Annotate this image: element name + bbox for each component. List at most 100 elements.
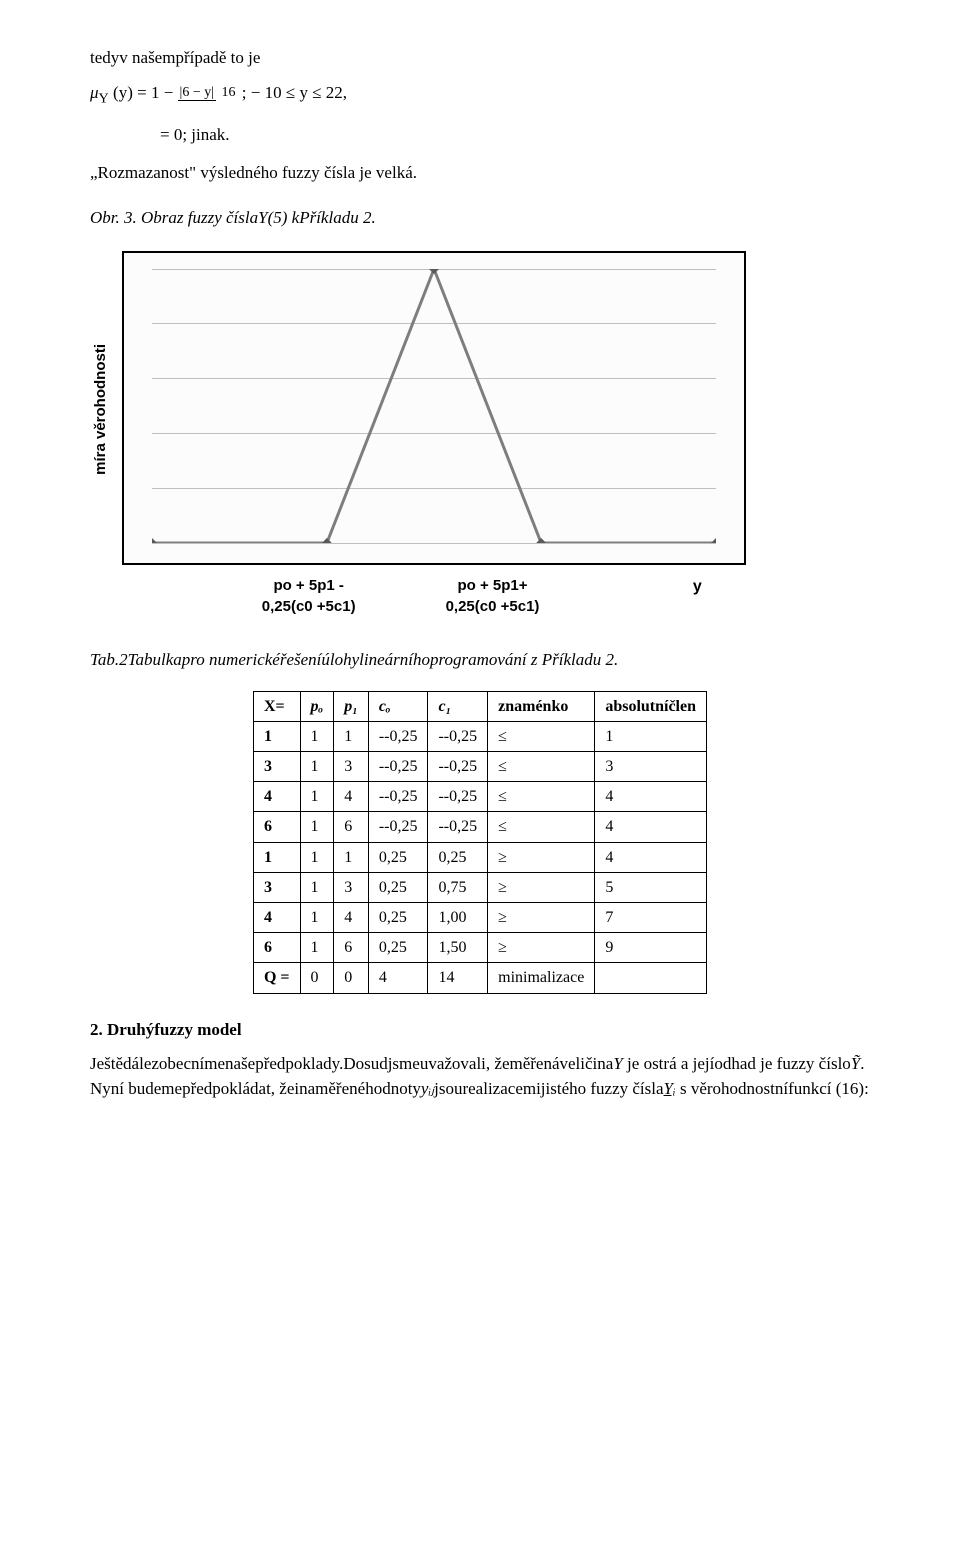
table-cell: 0,25 <box>368 933 428 963</box>
table-cell: 1,00 <box>428 902 488 932</box>
table-cell: --0,25 <box>368 812 428 842</box>
table-body: 111--0,25--0,25≤1313--0,25--0,25≤3414--0… <box>253 721 706 993</box>
table-cell: 1 <box>334 842 369 872</box>
table-col-header: p₁ <box>334 691 369 721</box>
table-cell: 1 <box>595 721 707 751</box>
table-col-header: pₒ <box>300 691 334 721</box>
fp-b: Y <box>613 1054 622 1073</box>
fp-h: Yᵢ <box>664 1079 676 1098</box>
fraction: |6 − y| 16 <box>178 86 238 101</box>
table-cell: 6 <box>253 933 300 963</box>
table-row: Q =00414minimalizace <box>253 963 706 993</box>
table-cell: 4 <box>595 782 707 812</box>
fp-f: yᵢⱼ <box>421 1079 434 1098</box>
table-cell: ≥ <box>488 842 595 872</box>
table-cell: 4 <box>334 902 369 932</box>
table-cell: 1,50 <box>428 933 488 963</box>
table-col-header: X= <box>253 691 300 721</box>
x-label-left-1: po + 5p1 - <box>262 575 356 597</box>
data-table: X=pₒp₁cₒc₁znaménkoabsolutníčlen 111--0,2… <box>253 691 707 994</box>
table-cell: 1 <box>300 812 334 842</box>
table-row: 1110,250,25≥4 <box>253 842 706 872</box>
figure-caption: Obr. 3. Obraz fuzzy číslaY(5) kPříkladu … <box>90 206 870 231</box>
fp-c: je ostrá a jejíodhad je fuzzy číslo <box>623 1054 851 1073</box>
table-cell: 1 <box>300 752 334 782</box>
table-cell: 0 <box>334 963 369 993</box>
table-cell: 1 <box>300 721 334 751</box>
x-label-mid-1: po + 5p1+ <box>446 575 540 597</box>
table-cell: --0,25 <box>428 721 488 751</box>
table-cell: ≥ <box>488 902 595 932</box>
table-row: 313--0,25--0,25≤3 <box>253 752 706 782</box>
table-cell: 6 <box>253 812 300 842</box>
table-cell: 1 <box>300 933 334 963</box>
table-cell: 3 <box>334 872 369 902</box>
table-cell: --0,25 <box>368 721 428 751</box>
table-cell: 4 <box>368 963 428 993</box>
table-cell: 4 <box>595 842 707 872</box>
table-row: 414--0,25--0,25≤4 <box>253 782 706 812</box>
table-cell: 1 <box>334 721 369 751</box>
table-cell: 1 <box>300 902 334 932</box>
table-cell: --0,25 <box>368 752 428 782</box>
table-col-header: c₁ <box>428 691 488 721</box>
table-cell: 0,75 <box>428 872 488 902</box>
table-cell: 4 <box>595 812 707 842</box>
table-row: 6160,251,50≥9 <box>253 933 706 963</box>
table-col-header: absolutníčlen <box>595 691 707 721</box>
fp-g: jsourealizacemijistého fuzzy čísla <box>434 1079 663 1098</box>
table-cell: ≤ <box>488 752 595 782</box>
frac-den: 16 <box>220 85 238 100</box>
table-cell: 0,25 <box>428 842 488 872</box>
table-cell: 3 <box>253 872 300 902</box>
table-col-header: znaménko <box>488 691 595 721</box>
intro-text: tedyv našempřípadě to je <box>90 46 870 71</box>
table-cell: 3 <box>253 752 300 782</box>
x-label-left-2: 0,25(c0 +5c1) <box>262 596 356 618</box>
table-cell: ≤ <box>488 782 595 812</box>
table-cell: 7 <box>595 902 707 932</box>
table-cell: 3 <box>595 752 707 782</box>
x-label-right: y <box>693 575 702 598</box>
chart-frame <box>122 251 746 565</box>
mu: μ <box>90 83 99 102</box>
table-cell: 1 <box>253 721 300 751</box>
table-col-header: cₒ <box>368 691 428 721</box>
frac-num: |6 − y| <box>178 85 217 101</box>
table-cell: Q = <box>253 963 300 993</box>
table-cell: 1 <box>300 782 334 812</box>
fp-a: Ještědálezobecnímenašepředpoklady.Dosudj… <box>90 1054 613 1073</box>
table-cell: ≤ <box>488 812 595 842</box>
y-axis-label: míra věrohodnosti <box>90 344 112 475</box>
table-row: 4140,251,00≥7 <box>253 902 706 932</box>
table-cell: 6 <box>334 933 369 963</box>
plot-area <box>152 269 716 543</box>
table-cell: 9 <box>595 933 707 963</box>
table-cell: 1 <box>253 842 300 872</box>
table-cell: ≥ <box>488 872 595 902</box>
table-row: 616--0,25--0,25≤4 <box>253 812 706 842</box>
table-row: 111--0,25--0,25≤1 <box>253 721 706 751</box>
fp-i: s věrohodnostnífunkcí (16): <box>676 1079 869 1098</box>
table-cell: ≥ <box>488 933 595 963</box>
table-cell: 4 <box>253 902 300 932</box>
table-caption: Tab.2Tabulkapro numerickéřešeníúlohyline… <box>90 648 870 673</box>
x-label-mid-2: 0,25(c0 +5c1) <box>446 596 540 618</box>
chart-container: míra věrohodnosti po + 5p1 - 0,25(c0 +5c… <box>90 251 870 619</box>
fp-d: Ỹ <box>851 1054 860 1073</box>
table-cell: 0,25 <box>368 902 428 932</box>
lhs-arg: (y) = 1 − <box>113 83 173 102</box>
table-cell: 4 <box>253 782 300 812</box>
table-cell: 1 <box>300 842 334 872</box>
table-cell: --0,25 <box>428 752 488 782</box>
table-cell <box>595 963 707 993</box>
table-cell: 0,25 <box>368 872 428 902</box>
table-cell: 6 <box>334 812 369 842</box>
formula-else: = 0; jinak. <box>90 123 870 148</box>
table-cell: minimalizace <box>488 963 595 993</box>
mu-sub: Y <box>99 90 109 106</box>
formula-block: μY (y) = 1 − |6 − y| 16 ; − 10 ≤ y ≤ 22, <box>90 81 870 109</box>
formula-cond: ; − 10 ≤ y ≤ 22, <box>242 83 347 102</box>
table-cell: --0,25 <box>368 782 428 812</box>
final-paragraph: Ještědálezobecnímenašepředpoklady.Dosudj… <box>90 1052 870 1101</box>
